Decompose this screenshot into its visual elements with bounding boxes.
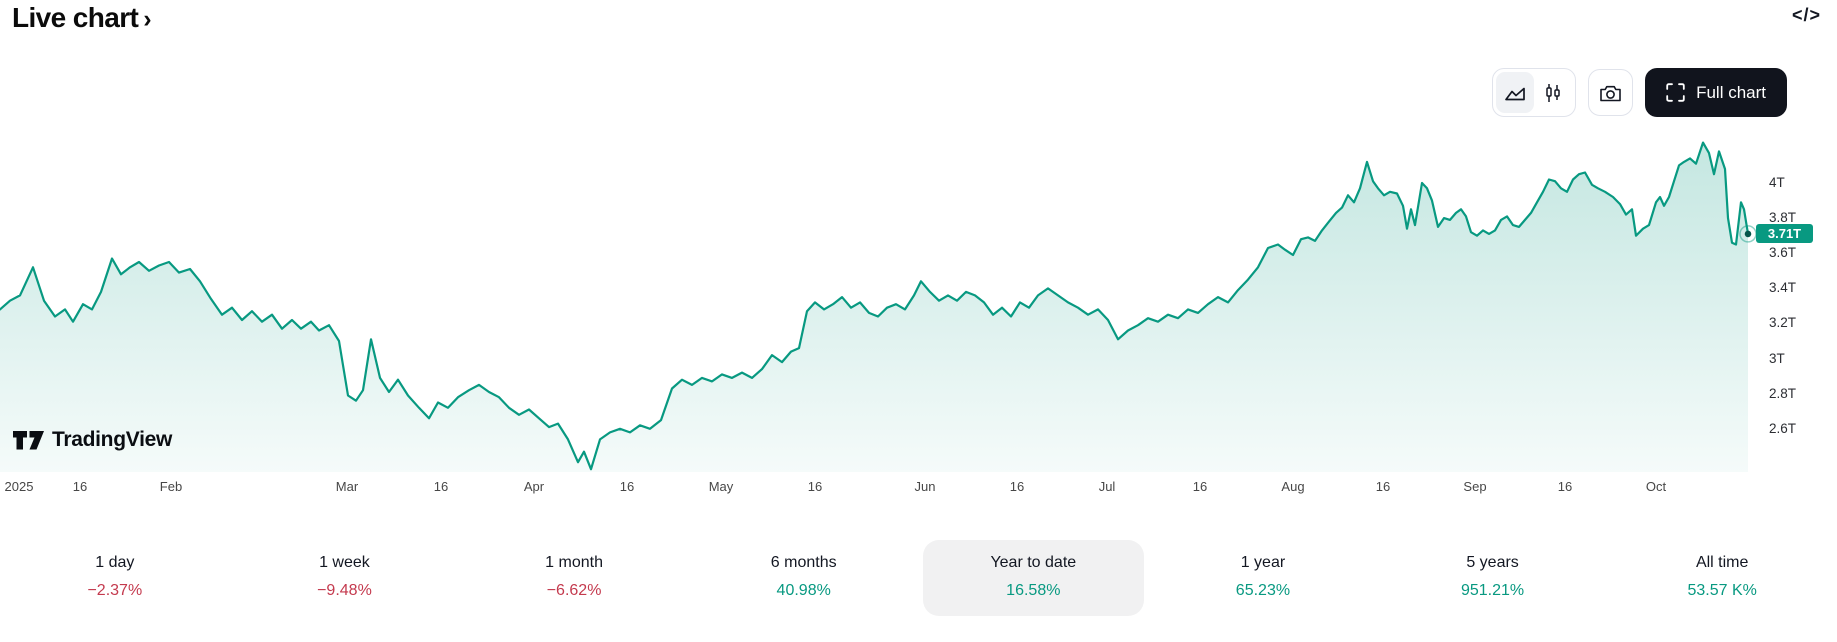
y-axis-label: 2.6T xyxy=(1769,420,1797,436)
x-axis-label: Sep xyxy=(1463,479,1487,494)
range-stat-all-time[interactable]: All time 53.57 K% xyxy=(1611,540,1833,616)
price-line xyxy=(0,141,1750,471)
candlestick-chart-button[interactable] xyxy=(1534,72,1572,113)
candlestick-icon xyxy=(1544,83,1562,103)
range-stat-value: 16.58% xyxy=(1006,582,1061,599)
area-chart-icon xyxy=(1504,84,1526,102)
y-axis-label: 2.8T xyxy=(1769,385,1797,401)
price-chart[interactable]: 4T 3.8T 3.6T 3.4T 3.2T 3T 2.8T 2.6T 2025 16 Feb Ma… xyxy=(0,120,1837,505)
y-axis-label: 3.8T xyxy=(1769,210,1797,226)
x-axis-label: Mar xyxy=(335,479,359,494)
range-stat-6-months[interactable]: 6 months 40.98% xyxy=(693,540,915,616)
tradingview-mark-icon xyxy=(13,430,44,450)
current-price-badge: 3.71T xyxy=(1756,224,1813,244)
range-stat-value: 65.23% xyxy=(1235,582,1291,599)
chevron-right-icon: › xyxy=(143,5,152,33)
range-stat-year-to-date[interactable]: Year to date 16.58% xyxy=(922,540,1145,616)
full-chart-label: Full chart xyxy=(1696,82,1766,102)
y-axis-label: 3.4T xyxy=(1769,280,1797,296)
y-axis-label: 3.6T xyxy=(1769,245,1797,261)
x-axis-label: Apr xyxy=(523,479,545,494)
x-axis-label: 16 xyxy=(1557,479,1573,494)
camera-icon xyxy=(1599,83,1622,103)
y-axis-label: 4T xyxy=(1769,175,1785,190)
x-axis-label: 16 xyxy=(433,479,449,494)
x-axis-label: May xyxy=(708,479,734,494)
x-axis-label: Feb xyxy=(159,479,183,494)
range-stat-value: −9.48% xyxy=(317,582,372,599)
page-title: Live chart xyxy=(12,2,139,33)
area-chart-plot[interactable] xyxy=(0,120,1837,505)
x-axis-label: Jul xyxy=(1098,479,1116,494)
x-axis-label: 16 xyxy=(619,479,635,494)
range-stats-row: 1 day −2.37% 1 week −9.48% 1 month −6.62% 6 mo… xyxy=(0,540,1837,616)
x-axis-label: 16 xyxy=(1375,479,1391,494)
x-axis-label: 2025 xyxy=(4,479,34,494)
range-stat-label: All time xyxy=(1695,554,1749,571)
tradingview-wordmark: TradingView xyxy=(52,428,173,451)
range-stat-label: 5 years xyxy=(1466,554,1519,571)
chart-toolbar: Full chart xyxy=(1492,68,1787,117)
x-axis-label: 16 xyxy=(1009,479,1025,494)
y-axis-label: 3T xyxy=(1769,350,1785,366)
range-stat-1-week[interactable]: 1 week −9.48% xyxy=(234,540,456,616)
area-fill xyxy=(0,142,1748,472)
range-stat-label: 1 month xyxy=(545,554,603,571)
x-axis-label: Aug xyxy=(1281,479,1305,494)
range-stat-label: 1 year xyxy=(1240,554,1286,571)
x-axis-label: 16 xyxy=(72,479,88,494)
range-stat-label: 6 months xyxy=(770,554,837,571)
fullscreen-icon xyxy=(1666,83,1685,102)
area-chart-button[interactable] xyxy=(1496,72,1535,113)
range-stat-1-day[interactable]: 1 day −2.37% xyxy=(4,540,226,616)
x-axis-label: Oct xyxy=(1645,479,1667,494)
range-stat-1-year[interactable]: 1 year 65.23% xyxy=(1152,540,1374,616)
range-stat-value: 53.57 K% xyxy=(1687,582,1757,599)
range-stat-label: 1 day xyxy=(95,554,135,571)
snapshot-camera-button[interactable] xyxy=(1588,69,1634,116)
range-stat-label: Year to date xyxy=(990,554,1077,571)
tradingview-logo[interactable]: TradingView xyxy=(13,428,172,452)
range-stat-5-years[interactable]: 5 years 951.21% xyxy=(1382,540,1604,616)
range-stat-value: 951.21% xyxy=(1460,582,1525,599)
x-axis-label: 16 xyxy=(807,479,823,494)
range-stat-1-month[interactable]: 1 month −6.62% xyxy=(463,540,685,616)
range-stat-label: 1 week xyxy=(319,554,370,571)
range-stat-value: 40.98% xyxy=(776,582,831,599)
x-axis-label: 16 xyxy=(1192,479,1208,494)
last-price-marker-dot xyxy=(1744,230,1752,238)
embed-code-icon[interactable]: </> xyxy=(1791,5,1821,25)
page-title-link[interactable]: Live chart › xyxy=(12,2,152,34)
full-chart-button[interactable]: Full chart xyxy=(1645,68,1787,117)
chart-type-toggle xyxy=(1492,68,1577,117)
x-axis-label: Jun xyxy=(914,479,936,494)
range-stat-value: −2.37% xyxy=(87,582,143,599)
y-axis-label: 3.2T xyxy=(1769,315,1797,331)
range-stat-value: −6.62% xyxy=(546,582,602,599)
